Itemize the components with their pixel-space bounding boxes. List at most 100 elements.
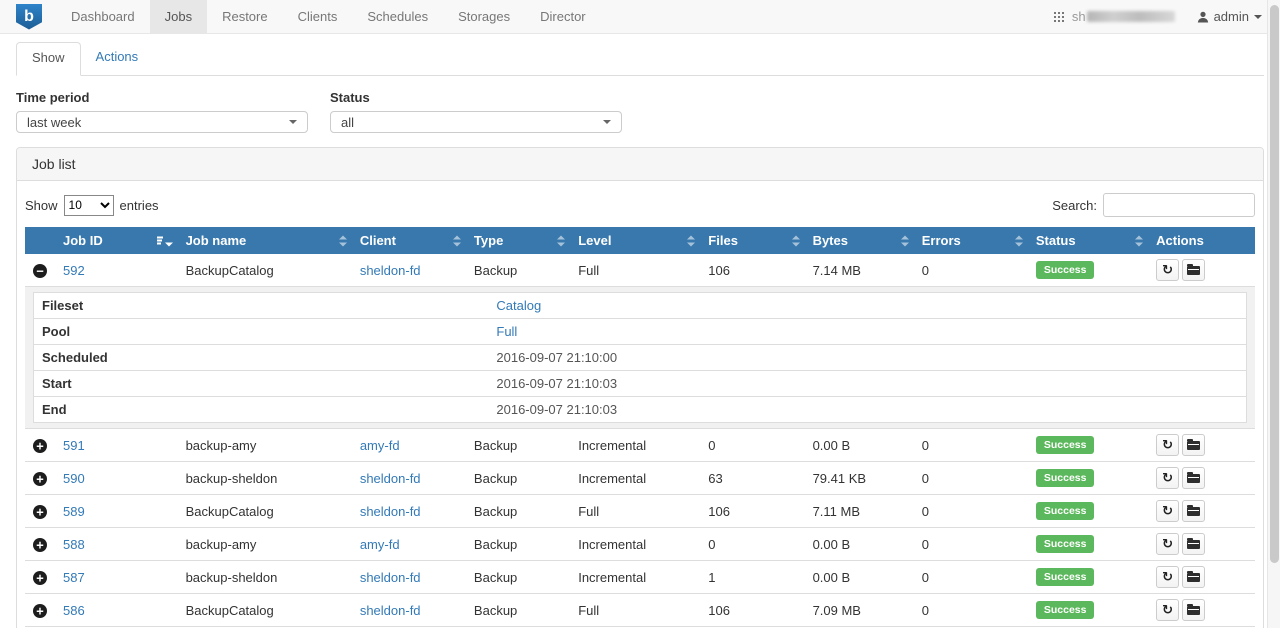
status-cell: Success <box>1027 428 1149 462</box>
job-id-link[interactable]: 589 <box>63 503 85 519</box>
rerun-job-button[interactable]: ↻ <box>1156 566 1180 588</box>
expand-row-button[interactable]: + <box>33 537 47 552</box>
client-cell: amy-fd <box>351 527 466 561</box>
actions-cell: ↻ <box>1148 254 1255 287</box>
brand-logo[interactable]: b <box>0 0 56 33</box>
job-id-link[interactable]: 587 <box>63 569 85 585</box>
job-files-button[interactable] <box>1182 259 1206 281</box>
column-label: Errors <box>921 233 961 248</box>
client-link[interactable]: sheldon-fd <box>359 262 421 278</box>
status-cell: Success <box>1027 494 1149 528</box>
errors-cell: 0 <box>913 428 1028 462</box>
column-header-files[interactable]: Files <box>700 227 805 254</box>
rerun-job-button[interactable]: ↻ <box>1156 467 1180 489</box>
actions-cell: ↻ <box>1148 428 1255 462</box>
nav-item-schedules[interactable]: Schedules <box>367 9 429 24</box>
job-files-button[interactable] <box>1182 500 1206 522</box>
job-id-link[interactable]: 592 <box>63 262 85 278</box>
status-select[interactable]: all <box>330 111 622 133</box>
column-header-status[interactable]: Status <box>1027 227 1149 254</box>
level-cell: Incremental <box>570 626 701 628</box>
tab-show[interactable]: Show <box>16 42 81 76</box>
bytes-cell: 0.00 B <box>804 527 914 561</box>
job-files-button[interactable] <box>1182 467 1206 489</box>
host-name-blurred <box>1086 11 1175 22</box>
collapse-row-button[interactable]: − <box>33 263 47 278</box>
rerun-icon: ↻ <box>1162 470 1174 486</box>
rerun-job-button[interactable]: ↻ <box>1156 533 1180 555</box>
nav-item-storages[interactable]: Storages <box>458 9 511 24</box>
files-cell: 1 <box>700 560 805 594</box>
expand-row-button[interactable]: + <box>33 504 47 519</box>
bytes-cell: 0.00 B <box>804 560 914 594</box>
nav-item-dashboard[interactable]: Dashboard <box>71 9 135 24</box>
expand-row-button[interactable]: + <box>33 570 47 585</box>
column-header-bytes[interactable]: Bytes <box>804 227 914 254</box>
job-id-cell: 588 <box>55 527 178 561</box>
user-menu[interactable]: admin <box>1197 9 1262 24</box>
column-header-job-name[interactable]: Job name <box>177 227 352 254</box>
job-id-link[interactable]: 590 <box>63 470 85 486</box>
job-files-button[interactable] <box>1182 599 1206 621</box>
client-link[interactable]: sheldon-fd <box>359 569 421 585</box>
job-files-button[interactable] <box>1182 566 1206 588</box>
main-menu: Dashboard Jobs Restore Clients Schedules Stor… <box>56 0 601 33</box>
search-input[interactable] <box>1103 193 1255 217</box>
vertical-scrollbar[interactable] <box>1267 0 1280 628</box>
column-label: Status <box>1035 233 1076 248</box>
nav-item-director[interactable]: Director <box>540 9 586 24</box>
detail-row: Scheduled 2016-09-07 21:10:00 <box>33 344 1247 371</box>
expand-row-button[interactable]: + <box>33 438 47 453</box>
job-row: +585backup-amyamy-fdBackupIncremental00.… <box>25 626 1255 628</box>
column-header-job-id[interactable]: Job ID <box>55 227 178 254</box>
scrollbar-thumb[interactable] <box>1270 5 1279 563</box>
job-name-cell: BackupCatalog <box>177 593 352 627</box>
detail-value-link[interactable]: Catalog <box>496 298 542 313</box>
expand-row-button[interactable]: + <box>33 471 47 486</box>
rerun-job-button[interactable]: ↻ <box>1156 434 1180 456</box>
job-files-button[interactable] <box>1182 434 1206 456</box>
column-header-client[interactable]: Client <box>351 227 466 254</box>
errors-cell: 0 <box>913 593 1028 627</box>
column-label: Level <box>578 233 612 248</box>
rerun-job-button[interactable]: ↻ <box>1156 259 1180 281</box>
detail-row: End 2016-09-07 21:10:03 <box>34 397 1247 423</box>
client-link[interactable]: amy-fd <box>359 536 400 552</box>
column-header-errors[interactable]: Errors <box>913 227 1028 254</box>
page-length-select[interactable]: 10 <box>63 194 114 216</box>
job-id-link[interactable]: 586 <box>63 602 85 618</box>
actions-cell: ↻ <box>1148 461 1255 495</box>
expand-row-button[interactable]: + <box>33 603 47 618</box>
level-cell: Full <box>570 254 701 287</box>
job-files-button[interactable] <box>1182 533 1206 555</box>
files-cell: 106 <box>700 254 805 287</box>
status-badge: Success <box>1035 568 1095 586</box>
client-link[interactable]: amy-fd <box>359 437 400 453</box>
nav-item-jobs[interactable]: Jobs <box>149 0 208 33</box>
job-id-link[interactable]: 591 <box>63 437 85 453</box>
job-row: +587 backup-sheldon sheldon-fd Backup Increm… <box>25 560 1255 594</box>
client-link[interactable]: sheldon-fd <box>359 602 421 618</box>
time-period-select[interactable]: last week <box>16 111 308 133</box>
rerun-job-button[interactable]: ↻ <box>1156 599 1180 621</box>
expand-cell: + <box>25 560 55 594</box>
status-badge: Success <box>1035 469 1095 487</box>
folder-icon <box>1187 438 1201 450</box>
column-header-type[interactable]: Type <box>465 227 571 254</box>
apps-grid-icon[interactable] <box>1053 11 1064 22</box>
column-label: Bytes <box>812 233 848 248</box>
actions-cell: ↻ <box>1148 527 1255 561</box>
tab-actions[interactable]: Actions <box>95 49 139 64</box>
detail-value-link[interactable]: Full <box>496 324 518 339</box>
rerun-job-button[interactable]: ↻ <box>1156 500 1180 522</box>
job-id-link[interactable]: 588 <box>63 536 85 552</box>
status-badge: Success <box>1035 535 1095 553</box>
rerun-icon: ↻ <box>1162 503 1174 519</box>
client-cell: sheldon-fd <box>351 461 466 495</box>
nav-item-clients[interactable]: Clients <box>297 9 338 24</box>
nav-item-restore[interactable]: Restore <box>222 9 268 24</box>
detail-row: Start 2016-09-07 21:10:03 <box>33 370 1247 397</box>
column-header-level[interactable]: Level <box>570 227 701 254</box>
client-link[interactable]: sheldon-fd <box>359 503 421 519</box>
client-link[interactable]: sheldon-fd <box>359 470 421 486</box>
